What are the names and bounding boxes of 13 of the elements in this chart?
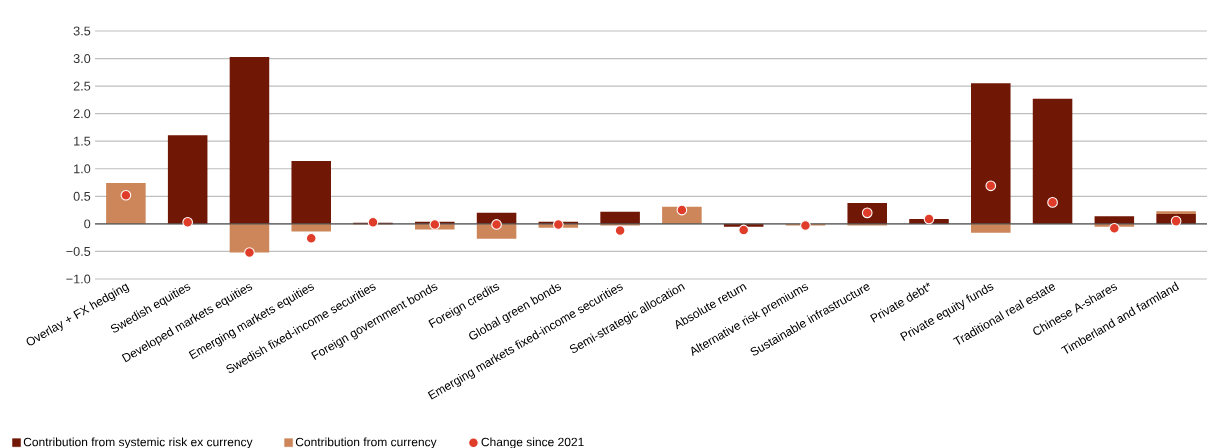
y-tick-label: −1.0: [66, 274, 91, 284]
legend-label: Contribution from currency: [295, 437, 437, 448]
y-tick-label: 3.5: [73, 26, 91, 36]
y-tick-label: 2.5: [73, 81, 91, 91]
y-tick-label: 0: [84, 219, 91, 229]
y-tick-label: −0.5: [66, 246, 91, 256]
y-tick-label: 3.0: [73, 54, 91, 64]
legend-label: Contribution from systemic risk ex currency: [23, 437, 253, 448]
y-tick-label: 1.0: [74, 164, 91, 174]
y-tick-label: 2.0: [73, 109, 91, 119]
y-tick-label: 1.5: [74, 136, 91, 146]
legend-label: Change since 2021: [481, 437, 584, 448]
y-tick-label: 0.5: [73, 191, 91, 201]
